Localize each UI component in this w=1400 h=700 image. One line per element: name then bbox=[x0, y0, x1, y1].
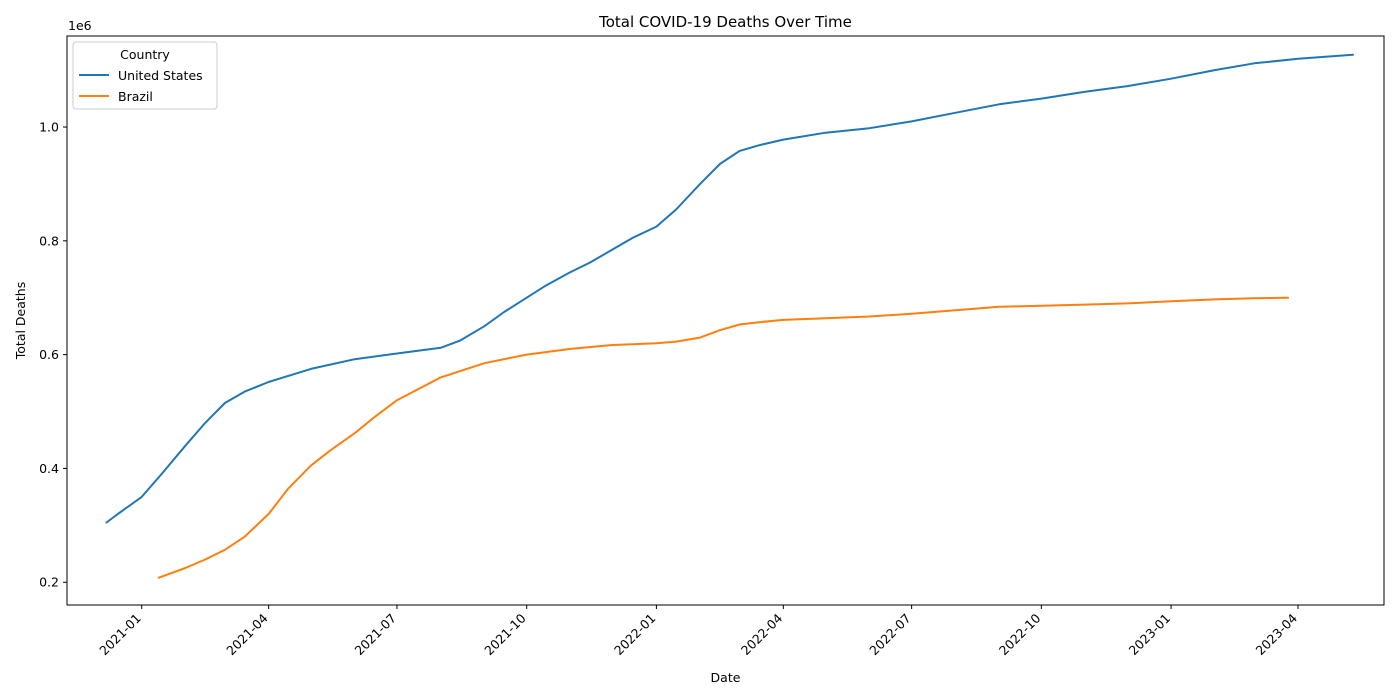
legend-label-united-states: United States bbox=[118, 68, 203, 83]
y-tick-label: 0.2 bbox=[39, 575, 59, 590]
y-tick-label: 0.8 bbox=[39, 233, 59, 248]
legend: Country United States Brazil bbox=[72, 41, 218, 110]
series-layer bbox=[105, 53, 1354, 579]
chart-title: Total COVID-19 Deaths Over Time bbox=[598, 13, 852, 31]
legend-box bbox=[72, 41, 218, 110]
y-tick-label: 0.6 bbox=[39, 347, 59, 362]
legend-title: Country bbox=[120, 47, 170, 62]
y-offset-label: 1e6 bbox=[68, 18, 92, 33]
series-line-united-states bbox=[105, 53, 1354, 524]
plot-frame bbox=[66, 35, 1385, 606]
series-line-brazil bbox=[157, 296, 1290, 579]
y-tick-label: 1.0 bbox=[39, 120, 59, 135]
y-axis: 0.2 0.4 0.6 0.8 1.0 bbox=[39, 120, 67, 590]
x-axis-label: Date bbox=[711, 670, 741, 685]
plot-area bbox=[66, 35, 1385, 606]
legend-label-brazil: Brazil bbox=[118, 89, 153, 104]
y-tick-label: 0.4 bbox=[39, 461, 59, 476]
y-axis-label: Total Deaths bbox=[13, 282, 28, 360]
